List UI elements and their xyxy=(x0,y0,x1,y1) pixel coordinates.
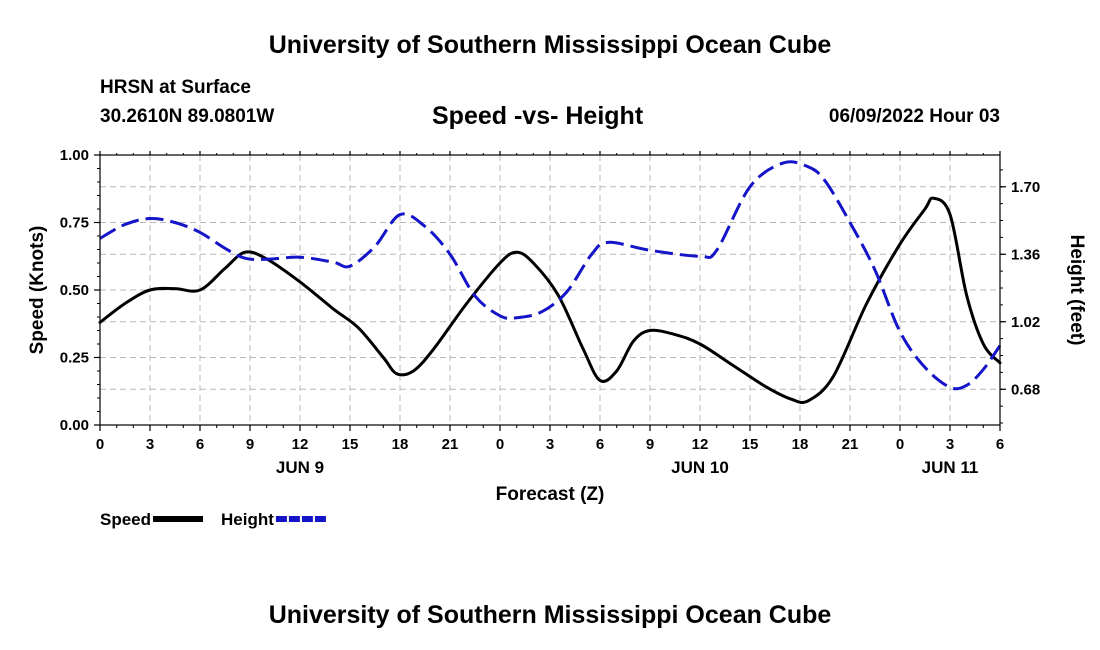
x-axis-label: Forecast (Z) xyxy=(496,484,605,505)
chart-title: Speed -vs- Height xyxy=(432,102,644,130)
y-tick-label: 1.00 xyxy=(60,147,89,164)
series-group xyxy=(98,160,1002,405)
y-tick-label: 0.75 xyxy=(60,215,89,232)
x-tick-label: 9 xyxy=(246,436,254,453)
axis-labels: 0 3 6 9 12 15 18 21 0 3 6 9 12 15 18 21 0 3 6 JUN 9 JUN 10 JU… xyxy=(60,147,1040,477)
x-tick-label: 6 xyxy=(196,436,204,453)
station-label: HRSN at Surface xyxy=(100,77,251,98)
y2-tick-label: 1.36 xyxy=(1011,246,1040,263)
x-tick-label: 15 xyxy=(342,436,359,453)
y-axis-label: Speed (Knots) xyxy=(27,226,48,355)
x-tick-label: 18 xyxy=(392,436,409,453)
x-tick-label: 6 xyxy=(596,436,604,453)
axis-ticks xyxy=(94,151,1006,431)
x-tick-label: 21 xyxy=(442,436,459,453)
y-tick-label: 0.00 xyxy=(60,417,89,434)
x-tick-label: 0 xyxy=(96,436,104,453)
x-tick-label: 12 xyxy=(692,436,709,453)
x-tick-label: 18 xyxy=(792,436,809,453)
x-tick-label: 21 xyxy=(842,436,859,453)
x-tick-label: 3 xyxy=(946,436,954,453)
datetime-label: 06/09/2022 Hour 03 xyxy=(828,106,1000,127)
y2-tick-label: 1.70 xyxy=(1011,179,1040,196)
x-tick-label: 3 xyxy=(146,436,154,453)
x-tick-label: 6 xyxy=(996,436,1004,453)
x-tick-label: 9 xyxy=(646,436,654,453)
series-line-speed xyxy=(98,196,1002,405)
speed-height-chart: 0 3 6 9 12 15 18 21 0 3 6 9 12 15 18 21 0 3 6 JUN 9 JUN 10 JU… xyxy=(27,147,1087,529)
day-label: JUN 11 xyxy=(922,458,979,477)
y-tick-label: 0.25 xyxy=(60,350,89,367)
x-tick-label: 0 xyxy=(496,436,504,453)
x-tick-label: 15 xyxy=(742,436,759,453)
day-label: JUN 10 xyxy=(671,458,729,477)
y2-tick-label: 0.68 xyxy=(1011,381,1040,398)
day-label: JUN 9 xyxy=(276,458,324,477)
grid-lines xyxy=(100,155,1000,425)
y2-axis-label: Height (feet) xyxy=(1066,235,1087,346)
y2-tick-label: 1.02 xyxy=(1011,314,1040,331)
page-title: University of Southern Mississippi Ocean… xyxy=(268,31,832,59)
series-line-height xyxy=(99,160,1002,391)
x-tick-label: 3 xyxy=(546,436,554,453)
y-tick-label: 0.50 xyxy=(60,282,89,299)
x-tick-label: 12 xyxy=(292,436,309,453)
legend: Speed Height xyxy=(100,510,326,529)
x-tick-label: 0 xyxy=(896,436,904,453)
coordinates-label: 30.2610N 89.0801W xyxy=(100,106,275,127)
legend-label-height: Height xyxy=(221,510,274,529)
legend-label-speed: Speed xyxy=(100,510,151,529)
footer-title: University of Southern Mississippi Ocean… xyxy=(268,601,832,629)
